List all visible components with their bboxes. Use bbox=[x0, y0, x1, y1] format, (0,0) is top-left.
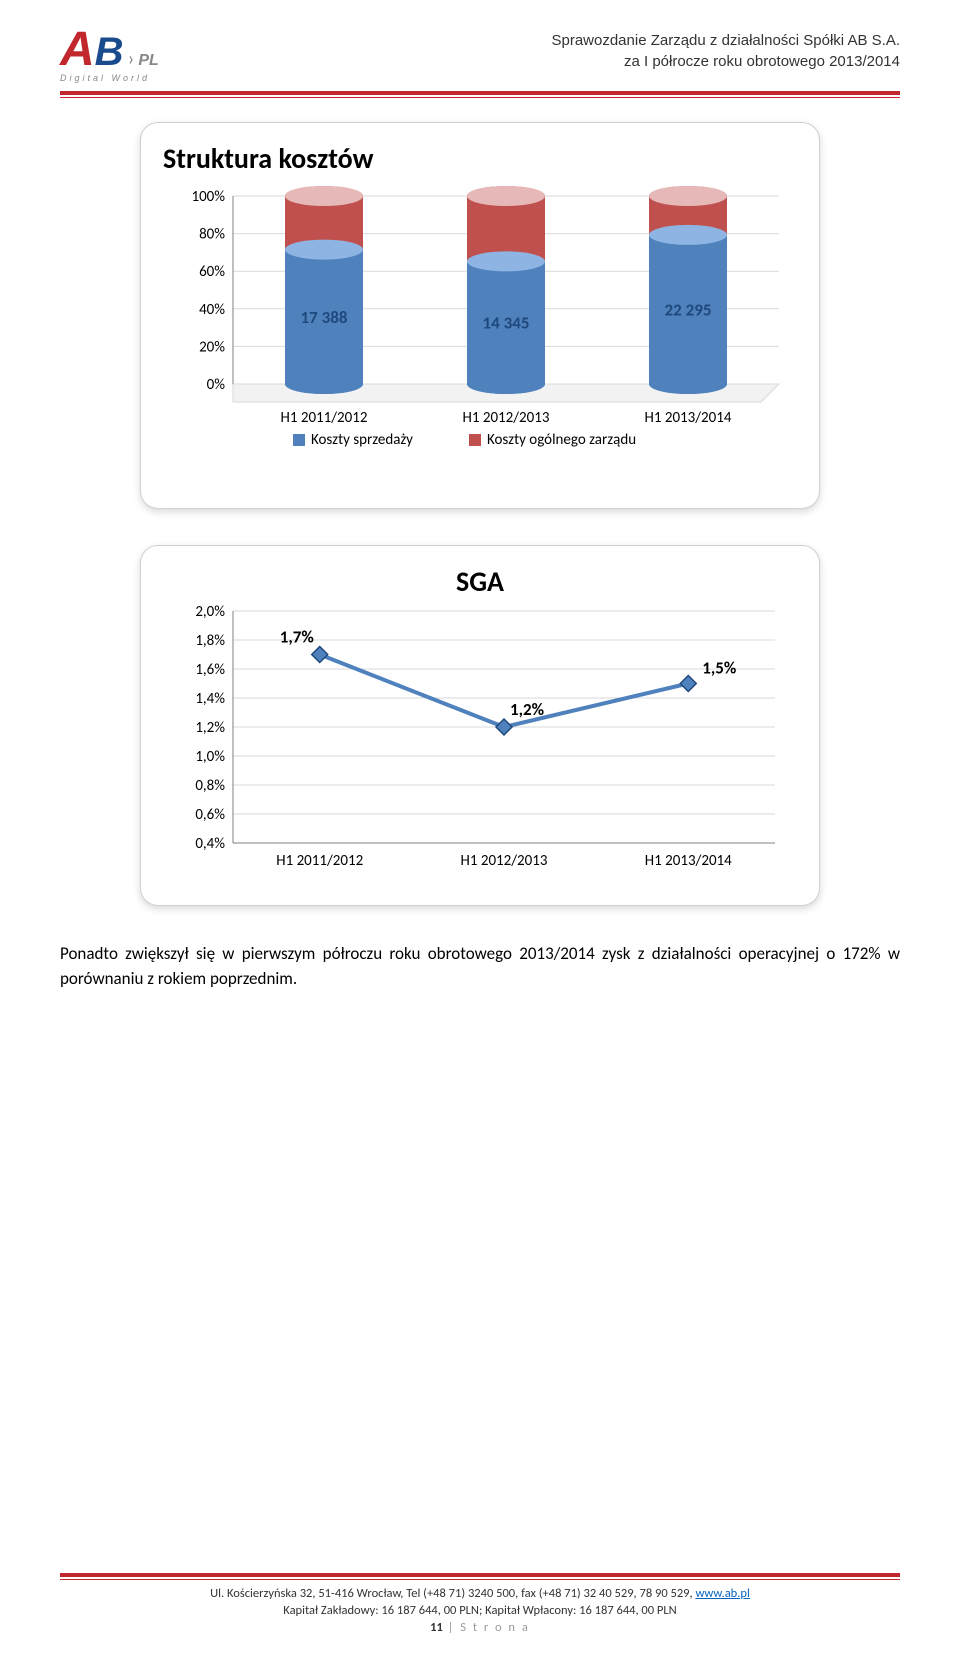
header-title: Sprawozdanie Zarządu z działalności Spół… bbox=[551, 30, 900, 72]
svg-text:40%: 40% bbox=[199, 301, 225, 319]
svg-text:Koszty ogólnego zarządu: Koszty ogólnego zarządu bbox=[487, 431, 636, 449]
svg-text:H1 2011/2012: H1 2011/2012 bbox=[281, 409, 368, 427]
svg-text:7 649: 7 649 bbox=[487, 219, 526, 240]
svg-text:1,5%: 1,5% bbox=[702, 658, 736, 679]
svg-text:H1 2012/2013: H1 2012/2013 bbox=[461, 852, 548, 870]
svg-text:0,4%: 0,4% bbox=[195, 835, 225, 853]
svg-text:1,8%: 1,8% bbox=[195, 632, 225, 650]
logo-pl: PL bbox=[138, 52, 158, 70]
svg-text:0%: 0% bbox=[207, 376, 226, 394]
svg-text:6 940: 6 940 bbox=[305, 213, 344, 234]
page-header: A B › PL Digital World Sprawozdanie Zarz… bbox=[60, 30, 900, 83]
header-divider bbox=[60, 91, 900, 98]
logo: A B › PL Digital World bbox=[60, 30, 159, 83]
svg-text:1,0%: 1,0% bbox=[195, 748, 225, 766]
chart2-svg: 0,4% 0,6% 0,8% 1,0% 1,2% 1,4% 1,6% 1,8% 2,0% 1,7%… bbox=[163, 603, 799, 883]
chart2-title: SGA bbox=[163, 564, 797, 599]
svg-text:H1 2012/2013: H1 2012/2013 bbox=[463, 409, 550, 427]
svg-text:1,4%: 1,4% bbox=[195, 690, 225, 708]
svg-text:5 804: 5 804 bbox=[669, 205, 708, 226]
svg-text:0,8%: 0,8% bbox=[195, 777, 225, 795]
svg-text:20%: 20% bbox=[199, 338, 225, 356]
chart-struktura-kosztow: Struktura kosztów 0% 20% 40% 60% 80% 100% 6 94… bbox=[140, 122, 820, 509]
chart1-svg: 0% 20% 40% 60% 80% 100% 6 940 17 388 H1 2011/201… bbox=[163, 186, 799, 486]
footer-address: Ul. Kościerzyńska 32, 51-416 Wrocław, Te… bbox=[210, 1586, 695, 1601]
svg-text:22 295: 22 295 bbox=[665, 299, 712, 320]
svg-text:100%: 100% bbox=[191, 188, 225, 206]
logo-tagline: Digital World bbox=[60, 73, 150, 83]
svg-text:1,7%: 1,7% bbox=[280, 627, 314, 648]
body-paragraph: Ponadto zwiększył się w pierwszym półroc… bbox=[60, 942, 900, 991]
svg-text:60%: 60% bbox=[199, 263, 225, 281]
chart1-title: Struktura kosztów bbox=[163, 141, 797, 176]
svg-text:H1 2013/2014: H1 2013/2014 bbox=[645, 852, 732, 870]
svg-text:H1 2013/2014: H1 2013/2014 bbox=[645, 409, 732, 427]
header-title-line2: za I półrocze roku obrotowego 2013/2014 bbox=[551, 51, 900, 72]
page-suffix: | S t r o n a bbox=[443, 1620, 530, 1635]
chart-sga: SGA 0,4% 0,6% 0,8% 1,0% 1,2% 1,4% 1,6% 1,8% 2,0%… bbox=[140, 545, 820, 906]
svg-text:80%: 80% bbox=[199, 226, 225, 244]
footer-link[interactable]: www.ab.pl bbox=[695, 1586, 749, 1601]
svg-text:1,6%: 1,6% bbox=[195, 661, 225, 679]
svg-text:17 388: 17 388 bbox=[301, 307, 348, 328]
svg-text:14 345: 14 345 bbox=[483, 313, 530, 334]
page-footer: Ul. Kościerzyńska 32, 51-416 Wrocław, Te… bbox=[60, 1573, 900, 1637]
svg-text:1,2%: 1,2% bbox=[510, 699, 544, 720]
footer-capital: Kapitał Zakładowy: 16 187 644, 00 PLN; K… bbox=[283, 1603, 676, 1618]
logo-arrow-icon: › bbox=[128, 47, 135, 71]
footer-divider bbox=[60, 1573, 900, 1580]
logo-letter-b: B bbox=[95, 30, 124, 75]
svg-text:1,2%: 1,2% bbox=[195, 719, 225, 737]
svg-text:0,6%: 0,6% bbox=[195, 806, 225, 824]
svg-text:H1 2011/2012: H1 2011/2012 bbox=[276, 852, 363, 870]
logo-letter-a: A bbox=[60, 31, 93, 69]
page-number: 11 bbox=[430, 1620, 443, 1635]
svg-text:2,0%: 2,0% bbox=[195, 603, 225, 621]
header-title-line1: Sprawozdanie Zarządu z działalności Spół… bbox=[551, 30, 900, 51]
svg-text:Koszty sprzedaży: Koszty sprzedaży bbox=[311, 431, 413, 449]
footer-text: Ul. Kościerzyńska 32, 51-416 Wrocław, Te… bbox=[60, 1586, 900, 1637]
